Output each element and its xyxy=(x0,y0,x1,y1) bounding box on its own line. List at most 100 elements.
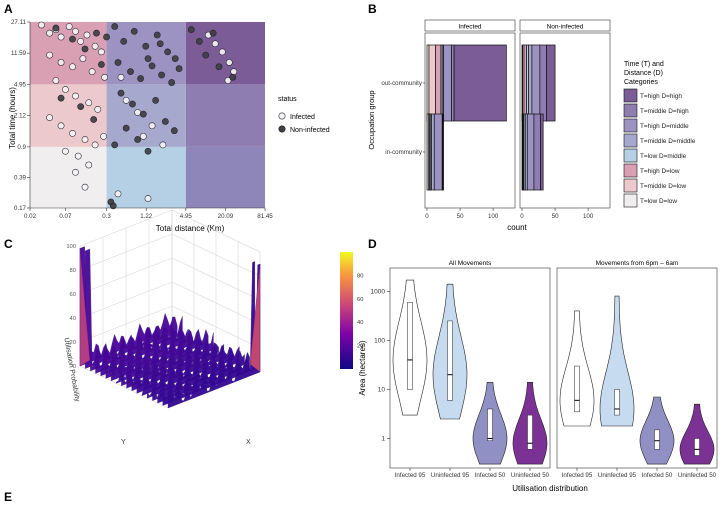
a-point-infected xyxy=(85,161,93,169)
a-region-1-0 xyxy=(30,84,107,147)
b-x-tick-label: 0 xyxy=(425,213,429,220)
d-boxplot-box xyxy=(654,429,660,450)
a-point-infected xyxy=(52,77,60,84)
a-point-noninfected xyxy=(139,110,147,118)
c-side-wall-gridline xyxy=(79,257,173,295)
a-point-noninfected xyxy=(142,42,150,50)
b-legend-key xyxy=(623,103,638,118)
a-point-infected xyxy=(62,147,69,155)
a-legend-title: status xyxy=(278,96,297,103)
b-x-tick-label: 100 xyxy=(488,213,499,220)
a-y-tick-label: 11.59 xyxy=(11,50,27,57)
b-x-tick-label: 0 xyxy=(520,213,524,220)
b-legend-title-line-1: Time (T) and xyxy=(624,61,664,68)
a-point-infected xyxy=(159,141,167,149)
a-x-axis-label: Total distance (Km) xyxy=(156,224,225,233)
d-y-tick-label: 1000 xyxy=(371,288,386,295)
a-point-infected xyxy=(91,42,99,50)
a-point-noninfected xyxy=(158,71,165,79)
c-colorbar-tick-label: 40 xyxy=(357,320,363,326)
b-bar-segment-1-0 xyxy=(539,44,547,122)
a-point-noninfected xyxy=(90,116,98,123)
b-bar-segment-0-0 xyxy=(451,44,455,122)
a-point-infected xyxy=(57,59,65,66)
c-z-tick-label: 40 xyxy=(70,316,76,322)
a-point-infected xyxy=(79,55,87,62)
a-point-noninfected xyxy=(171,55,179,62)
a-x-tick-label: 0.02 xyxy=(24,213,37,220)
a-point-infected xyxy=(72,27,79,35)
d-x-tick-label: Infected 50 xyxy=(475,472,506,479)
a-point-noninfected xyxy=(229,73,237,81)
b-legend-key xyxy=(623,193,638,208)
a-point-infected xyxy=(94,106,102,113)
c-surface-peak xyxy=(249,263,261,373)
a-y-axis-label: Total time (hours) xyxy=(8,87,17,149)
panel-letter-e: E xyxy=(4,490,12,504)
b-x-axis-label: count xyxy=(507,223,527,232)
c-side-wall-gridline xyxy=(79,233,173,271)
a-point-noninfected xyxy=(93,29,100,37)
d-x-tick-label: Uninfected 50 xyxy=(678,472,717,479)
a-point-infected xyxy=(62,86,69,93)
b-legend-title-line-3: Categories xyxy=(624,79,658,86)
a-y-tick-label: 4.95 xyxy=(14,81,27,88)
c-side-wall-gridline xyxy=(79,305,173,343)
a-point-infected xyxy=(211,40,219,48)
a-region-2-1 xyxy=(106,22,186,85)
a-legend-noninfected-key xyxy=(278,125,286,133)
b-legend-key xyxy=(623,133,638,148)
a-point-noninfected xyxy=(122,124,130,132)
c-colorbar-tick-label: 60 xyxy=(357,297,363,303)
b-bar-segment-1-0 xyxy=(546,44,556,122)
c-z-tick-label: 0 xyxy=(73,364,76,370)
a-point-noninfected xyxy=(111,141,119,149)
c-back-wall-gridline xyxy=(171,305,261,349)
b-bar-segment-0-1 xyxy=(442,113,444,191)
a-point-noninfected xyxy=(168,79,176,86)
a-point-noninfected xyxy=(202,51,210,59)
b-x-tick-label: 50 xyxy=(457,213,464,220)
b-bar-segment-1-0 xyxy=(531,44,541,122)
b-legend-key xyxy=(623,118,638,133)
a-point-infected xyxy=(88,68,96,76)
c-colorbar-tick-label: 80 xyxy=(357,273,363,279)
c-colorbar xyxy=(340,252,353,369)
d-violin-1-3 xyxy=(679,403,715,465)
a-point-noninfected xyxy=(175,65,183,73)
c-side-wall-gridline xyxy=(79,209,173,247)
a-point-infected xyxy=(57,122,65,130)
a-point-infected xyxy=(69,63,76,71)
a-point-noninfected xyxy=(170,127,178,135)
b-legend-key xyxy=(623,178,638,193)
b-legend-label: T=low D=low xyxy=(640,198,677,205)
a-point-noninfected xyxy=(117,89,125,97)
a-point-noninfected xyxy=(130,27,138,35)
a-point-noninfected xyxy=(144,147,152,155)
a-point-infected xyxy=(72,168,79,176)
d-boxplot-box xyxy=(614,389,620,416)
a-point-noninfected xyxy=(196,37,203,45)
c-z-tick-label: 80 xyxy=(70,268,76,274)
a-point-infected xyxy=(57,33,65,41)
b-bar-segment-0-0 xyxy=(443,44,452,122)
a-point-noninfected xyxy=(98,61,105,68)
a-legend-infected-label: Infected xyxy=(290,114,315,121)
a-point-infected xyxy=(91,141,99,149)
a-point-infected xyxy=(74,152,82,160)
d-x-tick-label: Uninfected 50 xyxy=(511,472,550,479)
a-point-infected xyxy=(224,77,232,84)
a-point-noninfected xyxy=(69,35,76,43)
a-point-noninfected xyxy=(114,59,122,66)
a-point-noninfected xyxy=(57,94,65,102)
d-y-tick-label: 1 xyxy=(381,435,385,442)
b-bar-segment-1-0 xyxy=(523,44,527,122)
b-facet-label-infected: Infected xyxy=(458,24,482,31)
b-bar-segment-0-0 xyxy=(435,44,442,122)
c-z-tick-label: 60 xyxy=(70,292,76,298)
a-point-infected xyxy=(77,37,85,45)
b-category-label: out-community xyxy=(381,80,422,87)
a-point-infected xyxy=(81,136,89,143)
a-point-infected xyxy=(148,122,156,130)
a-point-noninfected xyxy=(129,100,136,108)
